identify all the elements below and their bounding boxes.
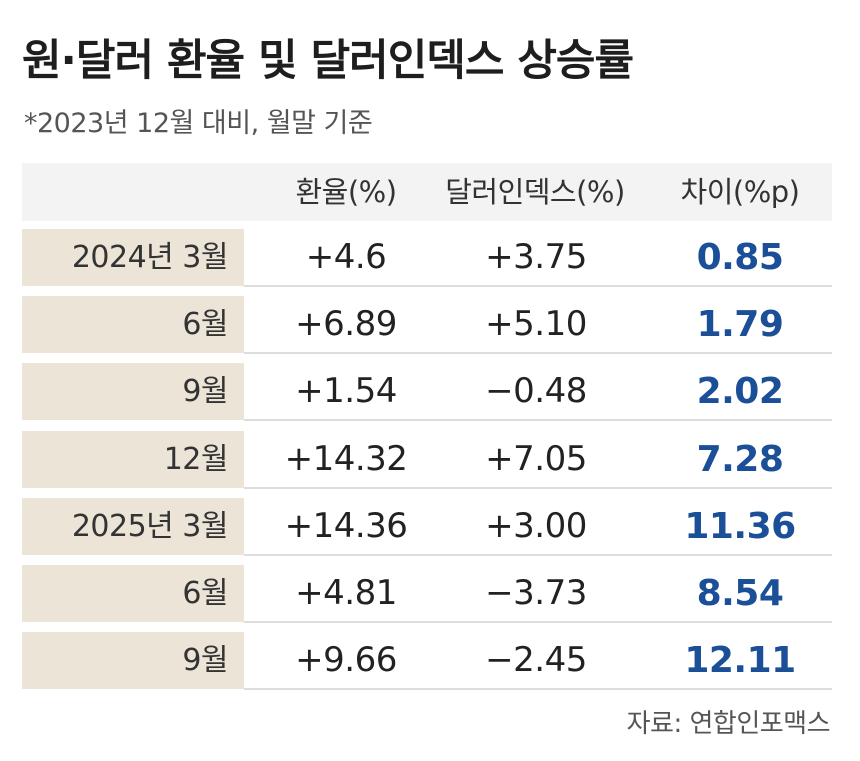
column-header-dollar-index: 달러인덱스(%) bbox=[445, 175, 625, 209]
row-label-background bbox=[22, 431, 244, 488]
row-label-background bbox=[22, 565, 244, 622]
row-label-background bbox=[22, 229, 244, 286]
cell-fx: +1.54 bbox=[295, 371, 397, 411]
row-label-background bbox=[22, 296, 244, 353]
row-period-label: 6월 bbox=[182, 307, 228, 342]
cell-dollar-index: +3.75 bbox=[485, 237, 587, 277]
chart-subtitle: *2023년 12월 대비, 월말 기준 bbox=[24, 108, 373, 139]
row-period-label: 9월 bbox=[182, 374, 228, 409]
cell-diff: 11.36 bbox=[684, 506, 796, 547]
column-header-diff: 차이(%p) bbox=[680, 175, 800, 209]
row-period-label: 2025년 3월 bbox=[71, 509, 229, 544]
row-label-background bbox=[22, 498, 244, 555]
cell-fx: +6.89 bbox=[295, 304, 397, 344]
row-period-label: 6월 bbox=[182, 576, 228, 611]
cell-dollar-index: +7.05 bbox=[485, 439, 587, 479]
chart-title: 원·달러 환율 및 달러인덱스 상승률 bbox=[22, 36, 634, 86]
cell-fx: +14.36 bbox=[284, 506, 408, 546]
cell-diff: 0.85 bbox=[696, 237, 784, 278]
row-divider bbox=[244, 688, 832, 690]
row-period-label: 12월 bbox=[163, 442, 229, 477]
cell-diff: 1.79 bbox=[696, 304, 784, 345]
source-note: 자료: 연합인포맥스 bbox=[626, 709, 831, 739]
row-divider bbox=[244, 621, 832, 623]
cell-fx: +14.32 bbox=[284, 439, 408, 479]
cell-dollar-index: +3.00 bbox=[485, 506, 587, 546]
row-divider bbox=[244, 352, 832, 354]
column-header-fx: 환율(%) bbox=[295, 175, 397, 209]
cell-fx: +9.66 bbox=[295, 640, 397, 680]
cell-diff: 12.11 bbox=[684, 640, 796, 681]
cell-diff: 2.02 bbox=[696, 371, 784, 412]
cell-fx: +4.81 bbox=[295, 573, 397, 613]
row-label-background bbox=[22, 363, 244, 420]
row-label-background bbox=[22, 632, 244, 689]
row-period-label: 9월 bbox=[182, 643, 228, 678]
cell-diff: 8.54 bbox=[696, 573, 784, 614]
row-divider bbox=[244, 419, 832, 421]
cell-dollar-index: −0.48 bbox=[485, 371, 587, 411]
row-divider bbox=[244, 554, 832, 556]
cell-diff: 7.28 bbox=[696, 439, 784, 480]
row-period-label: 2024년 3월 bbox=[71, 240, 229, 275]
row-divider bbox=[244, 285, 832, 287]
row-divider bbox=[244, 487, 832, 489]
cell-fx: +4.6 bbox=[305, 237, 387, 277]
table-header-band bbox=[22, 163, 832, 221]
cell-dollar-index: −3.73 bbox=[485, 573, 587, 613]
cell-dollar-index: +5.10 bbox=[485, 304, 587, 344]
cell-dollar-index: −2.45 bbox=[485, 640, 587, 680]
